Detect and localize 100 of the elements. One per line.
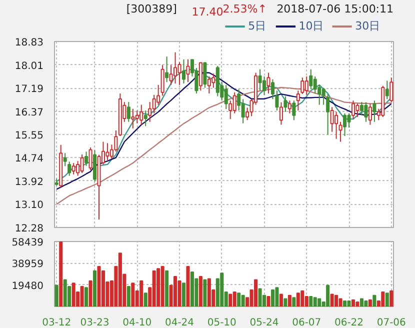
bar: [126, 286, 130, 306]
bar: [182, 282, 186, 306]
candlestick: [126, 101, 130, 122]
candlestick: [84, 151, 88, 166]
bar: [198, 276, 202, 306]
candlestick: [385, 80, 389, 100]
candlestick: [165, 56, 169, 83]
x-tick-label: 05-10: [207, 318, 236, 328]
bar: [178, 280, 182, 306]
x-tick-label: 06-22: [334, 318, 364, 328]
bar: [356, 302, 360, 306]
candlestick: [284, 96, 288, 112]
candlestick: [347, 112, 351, 128]
y-tick-label: 38959: [12, 259, 44, 270]
candlestick: [76, 160, 80, 176]
candlestick: [186, 58, 190, 83]
candlestick: [288, 100, 292, 114]
candlestick: [368, 103, 372, 126]
candlestick: [173, 52, 178, 84]
bar: [279, 294, 283, 306]
candlestick: [326, 94, 330, 136]
candlestick: [106, 142, 110, 161]
candlestick: [131, 108, 135, 129]
bar: [173, 276, 178, 306]
candlestick: [304, 76, 308, 96]
bar: [118, 252, 122, 306]
x-tick-label: 05-24: [250, 318, 279, 328]
candlestick: [296, 90, 300, 112]
bar: [156, 268, 160, 306]
bar: [266, 296, 270, 306]
candlestick: [300, 77, 304, 95]
bar: [326, 284, 330, 306]
candlestick: [198, 62, 202, 92]
candlestick: [88, 146, 92, 171]
text: [300389]: [126, 2, 177, 16]
x-tick-label: 04-10: [122, 318, 152, 328]
bar: [372, 294, 376, 306]
y-tick-label: 18.83: [14, 38, 44, 48]
candlestick: [330, 106, 334, 132]
legend-label: 5日: [248, 20, 266, 32]
bar: [144, 292, 148, 306]
bar: [351, 299, 356, 306]
bar: [254, 279, 258, 306]
candlestick: [144, 110, 148, 127]
bar: [309, 296, 313, 306]
candlestick: [356, 103, 360, 118]
bar: [241, 294, 245, 306]
candlestick: [258, 68, 262, 92]
bar: [72, 282, 76, 306]
candlestick: [140, 104, 144, 126]
y-tick-label: 17.19: [14, 84, 44, 96]
y-tick-label: 14.74: [14, 154, 44, 165]
text: 17.40: [192, 6, 224, 18]
x-tick-label: 04-24: [164, 318, 194, 328]
candlestick: [342, 112, 347, 137]
candlestick: [68, 161, 72, 176]
candlestick: [203, 62, 207, 88]
candlestick: [72, 162, 76, 175]
candlestick: [232, 92, 236, 114]
bar: [140, 280, 144, 306]
candlestick: [169, 64, 173, 86]
bar: [88, 280, 92, 306]
bar: [258, 288, 262, 306]
bar: [313, 297, 317, 306]
candlestick: [262, 76, 266, 96]
bar: [207, 278, 211, 306]
candlestick: [372, 100, 376, 122]
bar: [292, 297, 296, 306]
candlestick: [156, 84, 160, 106]
bar: [63, 279, 67, 306]
candlestick: [279, 102, 283, 126]
candlestick: [360, 101, 364, 116]
y-tick-label: 58439: [12, 238, 44, 248]
bar: [220, 272, 224, 306]
bar: [97, 266, 101, 306]
bar: [342, 300, 347, 306]
bar: [131, 282, 135, 306]
candlestick: [334, 111, 338, 140]
x-tick-label: 06-07: [292, 318, 322, 328]
y-tick-label: 18.01: [14, 60, 44, 72]
bar: [165, 270, 169, 306]
text: 2018-07-06 15:00:11: [276, 2, 394, 16]
bar: [368, 299, 372, 306]
candlestick: [275, 90, 279, 112]
candlestick: [148, 101, 152, 122]
candlestick: [160, 64, 164, 96]
bar: [203, 279, 207, 306]
bar: [237, 292, 241, 306]
bar: [228, 294, 232, 306]
y-tick-label: 15.55: [14, 130, 44, 142]
candlestick: [309, 68, 313, 90]
bar: [80, 286, 84, 306]
candlestick: [313, 76, 317, 94]
y-tick-label: 16.37: [14, 107, 44, 118]
bar: [152, 270, 156, 306]
bar: [347, 300, 351, 306]
candlestick: [364, 102, 368, 122]
candlestick: [152, 94, 156, 114]
bar: [385, 292, 389, 306]
bar: [318, 298, 322, 306]
